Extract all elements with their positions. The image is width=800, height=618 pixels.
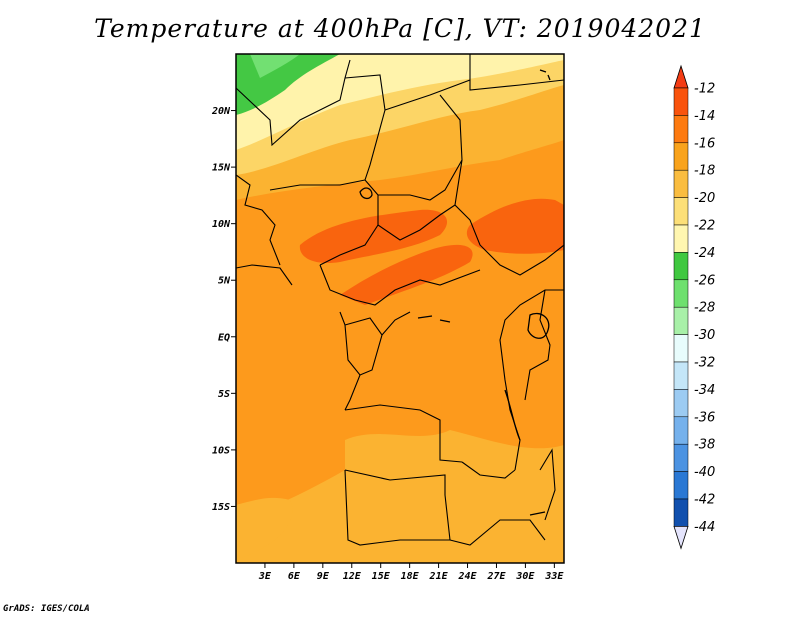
lon-tick-label: 6E [288, 571, 301, 582]
colorbar: -12 -14 -16 -18 -20 -22 -24 -26 -28 -30 -32 -34 -36 -… [673, 64, 715, 550]
field-band-16-18-south [236, 430, 564, 563]
colorbar-label: -42 [694, 493, 715, 508]
lat-tick-label: EQ [218, 332, 230, 343]
colorbar-label: -24 [694, 246, 715, 261]
lon-tick-label: 15E [372, 571, 391, 582]
temperature-field [236, 54, 564, 563]
lat-tick-label: 10N [212, 219, 231, 230]
colorbar-swatch [673, 361, 689, 390]
colorbar-label: -20 [694, 191, 715, 206]
lat-tick-label: 20N [211, 106, 231, 117]
colorbar-bottom-triangle [673, 526, 689, 550]
colorbar-label: -28 [694, 301, 715, 316]
lat-tick-label: 5S [218, 389, 230, 400]
colorbar-swatch [673, 389, 689, 418]
lon-tick-label: 9E [317, 571, 330, 582]
colorbar-swatch [673, 115, 689, 144]
colorbar-swatch [673, 416, 689, 445]
lon-tick-label: 27E [486, 571, 506, 582]
lat-tick-label: 5N [218, 276, 231, 287]
map-title: Temperature at 400hPa [C], VT: 201904202… [94, 14, 706, 43]
field-band-20-22 [236, 54, 564, 150]
lakes [359, 69, 551, 516]
colorbar-label: -40 [694, 465, 715, 480]
colorbar-label: -16 [694, 136, 715, 151]
lon-tick-label: 18E [401, 571, 420, 582]
colorbar-top-triangle [673, 64, 689, 89]
colorbar-label: -14 [694, 109, 715, 124]
colorbar-swatch [673, 197, 689, 226]
field-band-16-18-southwest [236, 497, 293, 560]
colorbar-swatch [673, 252, 689, 281]
colorbar-swatch [673, 306, 689, 335]
colorbar-label: -36 [694, 410, 715, 425]
lat-tick-label: 15S [212, 502, 230, 513]
latitude-axis: 20N 15N 10N 5N EQ 5S 10S 15S [211, 106, 236, 513]
colorbar-swatch [673, 334, 689, 363]
lon-tick-label: 12E [343, 571, 362, 582]
colorbar-label: -34 [694, 383, 715, 398]
longitude-axis: 3E 6E 9E 12E 15E 18E 21E 24E 27E 30E 33E [258, 563, 564, 582]
colorbar-label: -18 [694, 164, 715, 179]
colorbar-label: -12 [694, 82, 715, 97]
colorbar-label: -22 [694, 219, 715, 234]
lon-tick-label: 3E [258, 571, 272, 582]
field-band-12-14-east [466, 198, 564, 254]
map-frame [235, 53, 565, 564]
lon-tick-label: 33E [544, 571, 564, 582]
colorbar-label: -44 [694, 520, 715, 535]
credit-text: GrADS: IGES/COLA [3, 604, 90, 614]
colorbar-swatch [673, 87, 689, 116]
country-borders [236, 54, 564, 546]
colorbar-swatch [673, 169, 689, 198]
field-band-12-14-west [299, 209, 448, 264]
lat-tick-label: 10S [212, 445, 230, 456]
colorbar-swatch [673, 498, 689, 527]
colorbar-swatch [673, 279, 689, 308]
lon-tick-label: 24E [457, 571, 477, 582]
colorbar-label: -30 [694, 328, 715, 343]
colorbar-label: -26 [694, 273, 715, 288]
lat-tick-label: 15N [212, 163, 231, 174]
colorbar-label: -32 [694, 356, 715, 371]
colorbar-swatch [673, 443, 689, 472]
field-band-12-14-central [340, 244, 473, 305]
field-band-24-26 [250, 54, 300, 78]
colorbar-swatch [673, 224, 689, 253]
colorbar-swatch [673, 471, 689, 500]
colorbar-label: -38 [694, 438, 715, 453]
colorbar-swatch [673, 142, 689, 171]
lon-tick-label: 30E [515, 571, 535, 582]
lon-tick-label: 21E [429, 571, 449, 582]
